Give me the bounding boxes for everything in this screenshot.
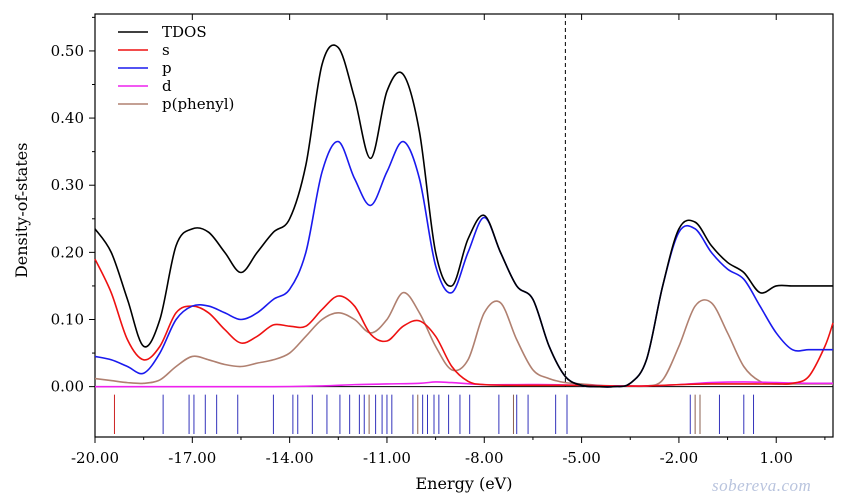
watermark: sobereva.com bbox=[712, 476, 812, 495]
y-tick-label: 0.10 bbox=[51, 311, 84, 329]
state-lines-panel bbox=[113, 394, 755, 434]
x-axis-label: Energy (eV) bbox=[416, 474, 513, 493]
x-tick-label: 1.00 bbox=[760, 449, 793, 467]
x-tick-label: -20.00 bbox=[71, 449, 119, 467]
plot-frame bbox=[94, 13, 834, 438]
series-line-p-phenyl bbox=[94, 291, 833, 388]
x-tick-label: -11.00 bbox=[363, 449, 411, 467]
x-axis: -20.00 -17.00 -14.00 -11.00 -8.00 -5.00 -2.00 1… bbox=[71, 14, 826, 467]
y-tick-label: 0.20 bbox=[51, 243, 84, 261]
y-axis-label: Density-of-states bbox=[12, 143, 31, 278]
y-tick-label: 0.50 bbox=[51, 42, 84, 60]
x-tick-label: -17.00 bbox=[168, 449, 216, 467]
legend-label: s bbox=[162, 41, 170, 59]
x-tick-label: -8.00 bbox=[465, 449, 503, 467]
x-tick-label: -5.00 bbox=[562, 449, 600, 467]
y-tick-label: 0.40 bbox=[51, 109, 84, 127]
series-line-p bbox=[94, 140, 833, 388]
legend-label: p(phenyl) bbox=[162, 95, 234, 113]
legend-label: p bbox=[162, 59, 172, 77]
y-tick-label: 0.30 bbox=[51, 176, 84, 194]
x-tick-label: -14.00 bbox=[266, 449, 314, 467]
legend-label: d bbox=[162, 77, 172, 95]
series-line-tdos bbox=[94, 44, 833, 388]
y-axis: 0.00 0.10 0.20 0.30 0.40 0.50 bbox=[51, 16, 95, 396]
legend-label: TDOS bbox=[162, 23, 207, 41]
x-tick-label: -2.00 bbox=[660, 449, 698, 467]
y-tick-label: 0.00 bbox=[51, 378, 84, 396]
dos-curves bbox=[94, 44, 834, 388]
